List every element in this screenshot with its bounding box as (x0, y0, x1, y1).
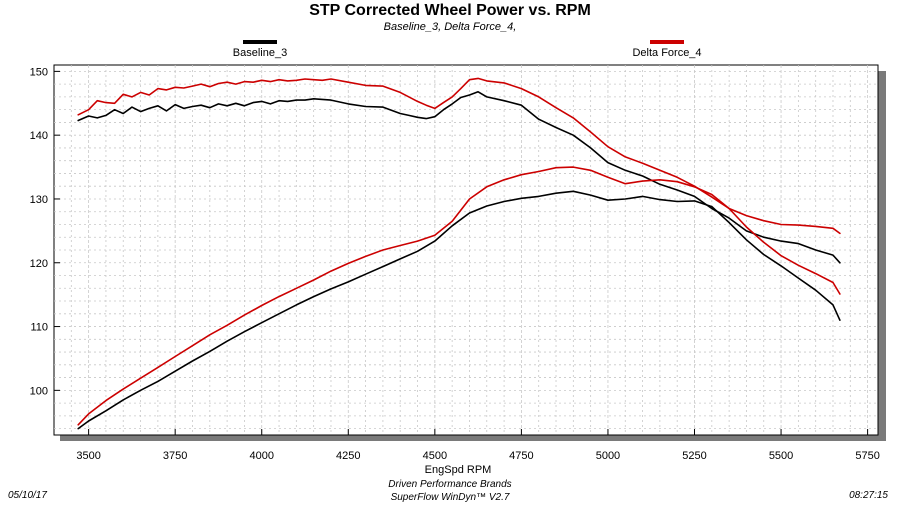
y-tick-label: 130 (30, 194, 48, 206)
x-tick-label: 5000 (596, 450, 620, 462)
baseline-curve-upper (77, 91, 841, 264)
delta-force-curve-upper (77, 77, 841, 235)
legend-item-baseline: Baseline_3 (190, 40, 330, 59)
x-tick-label: 4000 (249, 450, 273, 462)
chart-title: STP Corrected Wheel Power vs. RPM (309, 2, 591, 19)
footer-date: 05/10/17 (8, 490, 47, 501)
chart-subtitle: Baseline_3, Delta Force_4, (383, 21, 517, 33)
x-tick-label: 3500 (76, 450, 100, 462)
x-tick-label: 4500 (423, 450, 447, 462)
x-axis-ticks: 3500 3750 4000 4250 4500 4750 5000 5250 5500 5750 (76, 429, 880, 462)
footer-company: Driven Performance Brands (388, 479, 512, 490)
delta-force-curve-lower (77, 166, 841, 426)
x-axis-label: EngSpd RPM (425, 464, 492, 476)
legend-swatch-delta-force (650, 40, 684, 44)
x-tick-label: 5500 (769, 450, 793, 462)
legend-swatch-baseline (243, 40, 277, 44)
baseline-curve-lower (77, 190, 841, 430)
y-tick-label: 120 (30, 258, 48, 270)
legend-item-delta-force: Delta Force_4 (597, 40, 737, 59)
x-tick-label: 5250 (682, 450, 706, 462)
grid-lines (54, 65, 878, 435)
y-tick-label: 140 (30, 130, 48, 142)
footer-software: SuperFlow WinDyn™ V2.7 (390, 492, 510, 503)
legend-label-delta-force: Delta Force_4 (632, 47, 702, 59)
y-tick-label: 110 (30, 322, 48, 334)
x-tick-label: 4250 (336, 450, 360, 462)
data-curves (77, 77, 841, 430)
footer-time: 08:27:15 (849, 490, 888, 501)
y-tick-label: 100 (30, 385, 48, 397)
x-tick-label: 4750 (509, 450, 533, 462)
x-tick-label: 3750 (163, 450, 187, 462)
y-tick-label: 150 (30, 66, 48, 78)
legend-label-baseline: Baseline_3 (232, 47, 288, 59)
y-axis-ticks: 100 110 120 130 140 150 (30, 66, 60, 397)
x-tick-label: 5750 (855, 450, 879, 462)
